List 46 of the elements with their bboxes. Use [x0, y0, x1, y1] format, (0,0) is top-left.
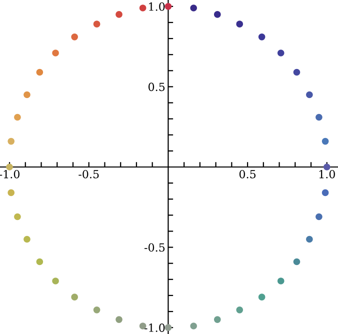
point — [8, 189, 15, 196]
y-tick-label: 0.5 — [148, 82, 165, 92]
point — [258, 34, 266, 40]
point — [277, 278, 284, 284]
point — [316, 114, 322, 121]
point — [323, 164, 330, 170]
point — [71, 34, 78, 40]
point — [14, 114, 21, 121]
point — [139, 4, 146, 12]
point — [306, 91, 313, 98]
point — [36, 258, 44, 266]
point — [190, 4, 197, 12]
y-tick-label: -0.5 — [144, 243, 165, 252]
point — [258, 294, 266, 300]
point — [6, 164, 13, 170]
point — [236, 306, 244, 314]
point — [52, 278, 59, 284]
point — [277, 50, 284, 56]
point — [93, 306, 100, 314]
x-tick-label: 0.5 — [239, 170, 256, 178]
point — [116, 11, 122, 18]
point — [71, 294, 78, 300]
point — [93, 20, 100, 28]
point — [316, 213, 322, 220]
point — [36, 68, 44, 76]
point — [8, 138, 15, 145]
point — [52, 50, 59, 56]
point — [236, 20, 244, 28]
point — [293, 68, 300, 76]
point — [306, 236, 313, 243]
point — [164, 3, 172, 10]
point — [293, 258, 300, 266]
point — [14, 213, 21, 220]
y-tick-label: -1.0 — [144, 324, 165, 332]
point — [24, 91, 30, 98]
point — [116, 316, 122, 323]
y-tick-label: 1.0 — [149, 2, 165, 11]
point — [164, 324, 172, 331]
point — [190, 322, 197, 330]
point — [214, 11, 221, 18]
point — [24, 236, 30, 243]
point — [214, 316, 221, 323]
point — [322, 189, 329, 196]
point — [322, 138, 329, 145]
x-tick-label: 1.0 — [319, 170, 335, 178]
x-tick-label: -0.5 — [78, 170, 99, 178]
